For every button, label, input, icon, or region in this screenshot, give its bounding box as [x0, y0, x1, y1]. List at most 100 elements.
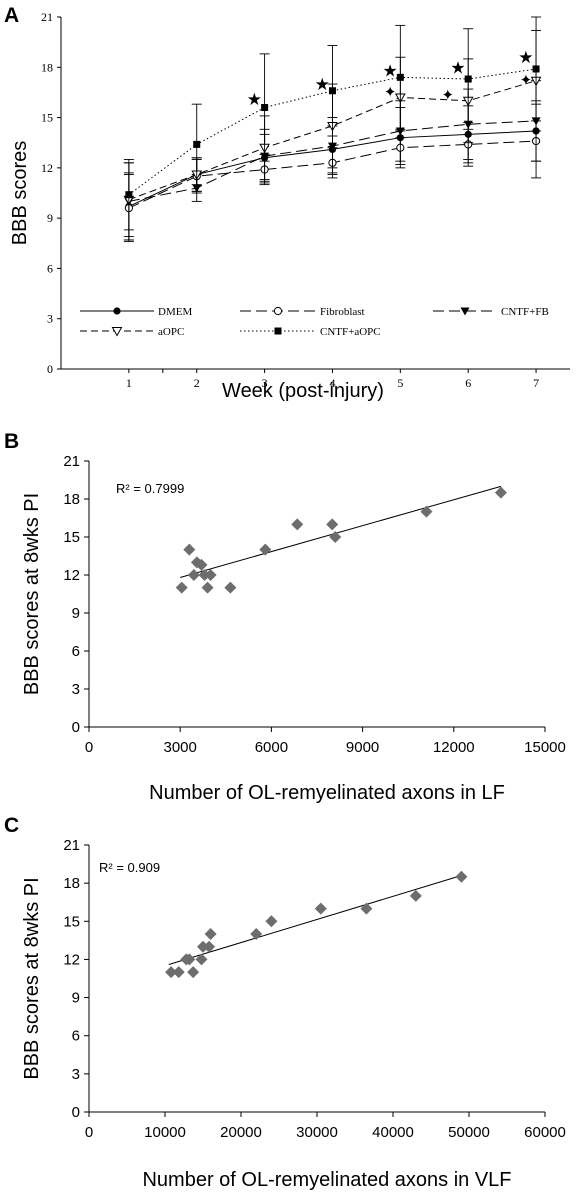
a-x-tick-label: 7: [533, 376, 539, 390]
c-x-tick-label: 50000: [448, 1124, 490, 1141]
a-y-tick-label: 21: [41, 10, 53, 24]
a-legend-swatch-marker: [111, 327, 123, 337]
b-y-tick-label: 18: [63, 491, 80, 508]
a-significance-marker: ★: [315, 75, 330, 94]
a-legend-swatch-marker: [460, 307, 470, 316]
a-data-point: [396, 73, 404, 81]
b-data-point: [329, 531, 342, 543]
a-legend-item: aOPC: [80, 326, 184, 338]
c-trendline: [168, 875, 462, 965]
c-data-point: [197, 940, 209, 953]
a-x-tick-label: 2: [194, 376, 200, 390]
b-data-point: [195, 558, 208, 571]
a-significance-marker: ✦: [520, 72, 533, 89]
panel-letter-c: C: [4, 814, 19, 837]
b-r-squared-label: R² = 0.7999: [116, 481, 184, 496]
b-x-tick-label: 15000: [524, 739, 566, 756]
c-x-tick-label: 0: [85, 1124, 93, 1141]
c-data-point: [195, 953, 208, 966]
a-legend-swatch-marker: [273, 306, 283, 316]
c-y-tick-label: 9: [72, 990, 80, 1007]
b-data-point: [420, 505, 433, 518]
b-data-point: [175, 581, 188, 594]
a-x-axis-label: Week (post-injury): [222, 380, 384, 402]
c-x-tick-label: 30000: [296, 1124, 338, 1141]
a-x-tick-label: 1: [126, 376, 132, 390]
b-y-tick-label: 0: [72, 719, 80, 736]
c-x-tick-label: 40000: [372, 1124, 414, 1141]
a-legend-label: CNTF+aOPC: [320, 326, 381, 338]
b-y-tick-label: 6: [72, 643, 80, 660]
a-y-tick-label: 12: [41, 161, 53, 175]
c-data-point: [204, 928, 217, 940]
b-data-point: [259, 543, 272, 556]
b-y-axis-label: BBB scores at 8wks PI: [21, 493, 43, 695]
c-data-point: [172, 966, 185, 979]
a-y-tick-label: 6: [47, 261, 53, 275]
c-data-point: [187, 966, 200, 979]
b-data-point: [198, 569, 211, 581]
a-y-tick-label: 9: [47, 211, 53, 225]
a-significance-marker: ✦: [384, 84, 397, 101]
a-x-tick-label: 4: [329, 376, 335, 390]
b-x-axis-label: Number of OL-remyelinated axons in LF: [149, 782, 505, 804]
c-x-axis-label: Number of OL-remyelinated axons in VLF: [142, 1169, 511, 1191]
b-y-tick-label: 12: [63, 567, 80, 584]
a-y-tick-label: 0: [47, 362, 53, 376]
a-legend-swatch-marker: [113, 307, 121, 315]
c-data-point: [409, 889, 422, 902]
a-legend-item: CNTF+aOPC: [240, 326, 381, 338]
c-y-tick-label: 12: [63, 951, 80, 968]
a-legend-swatch-marker: [274, 327, 282, 335]
c-data-point: [314, 902, 327, 915]
c-y-tick-label: 0: [72, 1104, 80, 1121]
a-legend-item: Fibroblast: [240, 306, 365, 318]
c-data-point: [455, 870, 468, 883]
c-y-tick-label: 6: [72, 1028, 80, 1045]
c-x-tick-label: 20000: [220, 1124, 262, 1141]
b-data-point: [204, 569, 217, 581]
c-data-point: [250, 928, 263, 940]
b-data-point: [494, 486, 507, 499]
a-data-point: [328, 87, 336, 95]
a-x-tick-label: 3: [262, 376, 268, 390]
a-legend-item: DMEM: [80, 306, 192, 318]
panel-letter-b: B: [4, 430, 19, 453]
b-y-tick-label: 15: [63, 529, 80, 546]
b-data-point: [187, 569, 200, 581]
b-x-tick-label: 6000: [255, 739, 288, 756]
a-data-point: [193, 140, 201, 148]
c-y-tick-label: 3: [72, 1066, 80, 1083]
b-data-point: [291, 518, 304, 531]
c-y-tick-label: 15: [63, 913, 80, 930]
c-data-point: [360, 902, 373, 915]
a-y-axis-label: BBB scores: [9, 141, 31, 245]
b-x-tick-label: 9000: [346, 739, 379, 756]
a-legend-label: Fibroblast: [320, 306, 365, 318]
a-data-point: [125, 191, 133, 199]
a-significance-marker: ★: [247, 90, 262, 109]
a-data-point: [261, 104, 269, 112]
c-data-point: [183, 953, 196, 966]
b-y-tick-label: 9: [72, 605, 80, 622]
a-y-tick-label: 18: [41, 60, 53, 74]
a-legend-label: aOPC: [158, 326, 184, 338]
c-y-tick-label: 18: [63, 875, 80, 892]
b-x-tick-label: 0: [85, 739, 93, 756]
a-significance-marker: ✦: [442, 87, 455, 104]
c-data-point: [203, 940, 216, 953]
panel-letter-a: A: [4, 4, 19, 27]
c-y-axis-label: BBB scores at 8wks PI: [21, 877, 43, 1079]
panel-c-scatter-chart: 0 3 6 9 12 15 18 21 0 10000 20000 30000 40000 50000 60…: [21, 837, 566, 1191]
c-data-point: [265, 915, 278, 928]
c-data-point: [165, 966, 178, 979]
a-data-point: [532, 65, 540, 73]
b-x-tick-label: 3000: [164, 739, 197, 756]
b-x-tick-label: 12000: [433, 739, 475, 756]
a-legend: DMEM Fibroblast CNTF+FB aOPC CNTF+aOPC: [80, 306, 549, 338]
c-x-tick-label: 60000: [524, 1124, 566, 1141]
b-data-point: [183, 543, 196, 556]
a-x-tick-label: 5: [397, 376, 403, 390]
a-y-tick-label: 15: [41, 111, 53, 125]
